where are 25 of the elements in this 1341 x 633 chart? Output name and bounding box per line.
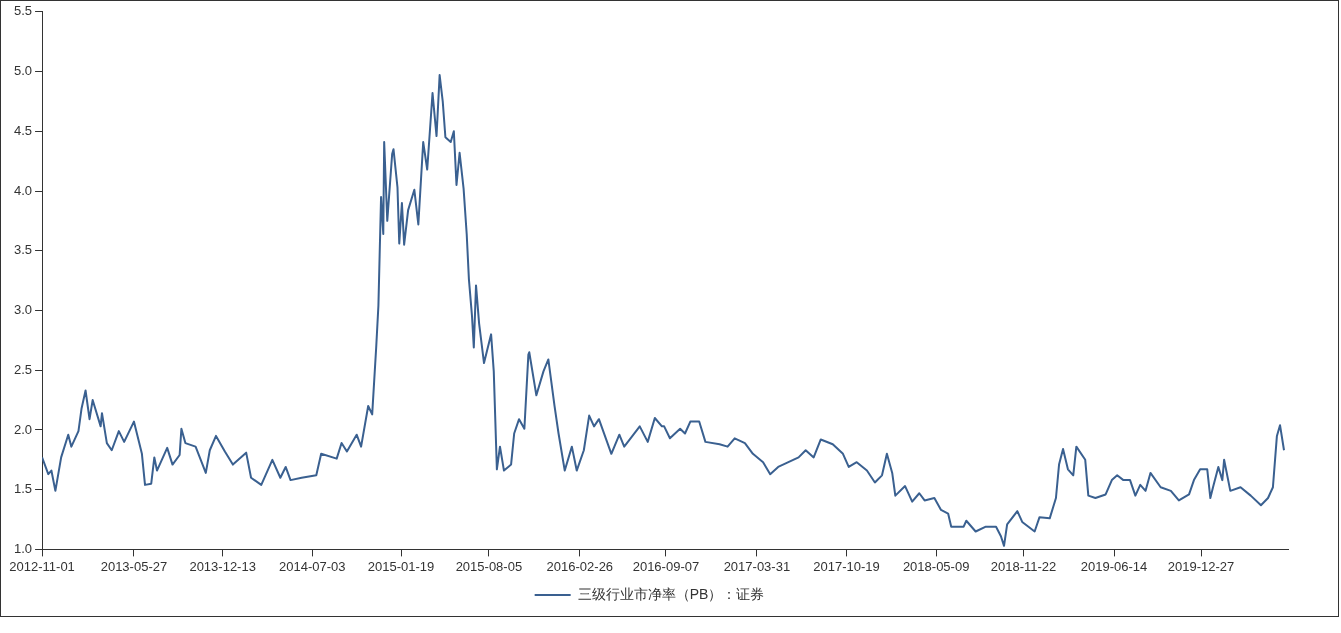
x-tick-label: 2018-11-22 bbox=[990, 558, 1057, 574]
y-tick-label: 5.5 bbox=[13, 3, 33, 19]
x-tick-label: 2013-05-27 bbox=[100, 558, 168, 574]
x-tick-label: 2012-11-01 bbox=[9, 558, 75, 574]
legend-label: 三级行业市净率（PB）：证券 bbox=[577, 585, 765, 602]
y-tick-label: 4.0 bbox=[13, 182, 33, 198]
y-tick-label: 3.5 bbox=[13, 242, 33, 258]
y-tick-label: 3.0 bbox=[13, 302, 33, 318]
x-tick-label: 2016-09-07 bbox=[632, 558, 700, 574]
y-tick-label: 1.5 bbox=[13, 481, 33, 497]
x-tick-label: 2015-08-05 bbox=[455, 558, 523, 574]
y-tick-label: 1.0 bbox=[13, 540, 33, 556]
x-tick-label: 2017-10-19 bbox=[813, 558, 880, 574]
x-tick-label: 2017-03-31 bbox=[723, 558, 791, 574]
y-tick-label: 4.5 bbox=[13, 122, 33, 138]
x-tick-label: 2019-06-14 bbox=[1080, 558, 1148, 574]
y-tick-label: 2.5 bbox=[13, 361, 33, 377]
y-tick-label: 5.0 bbox=[13, 63, 33, 79]
x-tick-label: 2019-12-27 bbox=[1167, 558, 1235, 574]
x-tick-label: 2016-02-26 bbox=[546, 558, 614, 574]
x-tick-label: 2018-05-09 bbox=[902, 558, 970, 574]
x-tick-label: 2014-07-03 bbox=[279, 558, 346, 574]
x-tick-label: 2013-12-13 bbox=[189, 558, 256, 574]
y-tick-label: 2.0 bbox=[13, 421, 33, 437]
x-tick-label: 2015-01-19 bbox=[367, 558, 435, 574]
